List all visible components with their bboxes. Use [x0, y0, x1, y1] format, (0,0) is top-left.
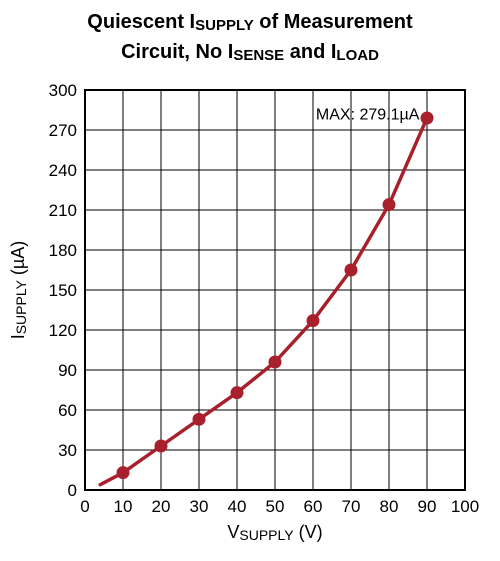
y-tick-label: 240 — [49, 161, 77, 180]
chart-container: { "chart": { "type": "line", "width": 50… — [0, 0, 500, 561]
y-tick-label: 300 — [49, 81, 77, 100]
y-tick-label: 180 — [49, 241, 77, 260]
y-tick-label: 30 — [58, 441, 77, 460]
y-tick-label: 150 — [49, 281, 77, 300]
y-tick-label: 60 — [58, 401, 77, 420]
x-tick-label: 70 — [342, 497, 361, 516]
y-tick-label: 270 — [49, 121, 77, 140]
x-tick-label: 80 — [380, 497, 399, 516]
x-tick-label: 40 — [228, 497, 247, 516]
max-annotation: MAX: 279.1µA — [316, 106, 420, 123]
x-tick-label: 60 — [304, 497, 323, 516]
y-tick-label: 0 — [68, 481, 77, 500]
y-tick-label: 90 — [58, 361, 77, 380]
x-tick-label: 10 — [114, 497, 133, 516]
y-tick-label: 120 — [49, 321, 77, 340]
x-tick-label: 30 — [190, 497, 209, 516]
x-tick-label: 100 — [451, 497, 479, 516]
x-tick-label: 90 — [418, 497, 437, 516]
y-tick-label: 210 — [49, 201, 77, 220]
chart-svg: Quiescent ISUPPLY of MeasurementCircuit,… — [0, 0, 500, 561]
x-tick-label: 50 — [266, 497, 285, 516]
x-tick-label: 20 — [152, 497, 171, 516]
x-tick-label: 0 — [80, 497, 89, 516]
